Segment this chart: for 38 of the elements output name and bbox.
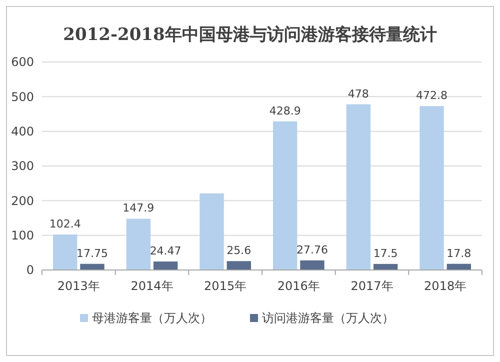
bar — [300, 260, 324, 270]
bar — [126, 218, 151, 270]
y-tick-label: 500 — [11, 90, 34, 104]
data-label: 25.6 — [226, 244, 252, 258]
y-tick-label: 600 — [11, 55, 34, 70]
bar — [420, 106, 444, 270]
x-tick-label: 2013年 — [57, 279, 100, 293]
x-tick-label: 2018年 — [424, 279, 467, 293]
x-tick-label: 2017年 — [350, 279, 394, 293]
y-tick-label: 300 — [11, 159, 34, 174]
x-tick-label: 2016年 — [277, 279, 320, 293]
x-tick-label: 2014年 — [130, 279, 174, 293]
bar — [80, 264, 104, 270]
data-label: 428.9 — [269, 104, 301, 118]
data-label: 27.76 — [296, 243, 328, 256]
legend-label: 访问港游客量（万人次） — [262, 311, 394, 325]
bar — [273, 121, 298, 270]
y-tick-label: 200 — [11, 194, 34, 208]
data-label: 472.8 — [416, 89, 448, 102]
bar — [373, 264, 398, 270]
bar — [153, 262, 178, 270]
data-label: 17.75 — [76, 246, 108, 260]
y-tick-label: 0 — [26, 263, 34, 278]
data-label: 102.4 — [49, 218, 81, 230]
y-tick-label: 100 — [11, 228, 34, 243]
legend-label: 母港游客量（万人次） — [92, 311, 212, 325]
data-label: 478 — [348, 87, 369, 100]
data-label: 147.9 — [122, 202, 154, 215]
data-label: 17.5 — [373, 246, 398, 260]
bar — [226, 261, 251, 270]
bar — [200, 193, 224, 270]
bar — [346, 104, 371, 270]
bar — [53, 234, 78, 270]
chart-title: 2012-2018年中国母港与访问港游客接待量统计 — [63, 25, 437, 45]
data-label: 24.47 — [150, 244, 182, 258]
x-tick-label: 2015年 — [204, 279, 247, 293]
data-label: 17.8 — [446, 246, 472, 260]
y-tick-label: 400 — [11, 124, 34, 139]
